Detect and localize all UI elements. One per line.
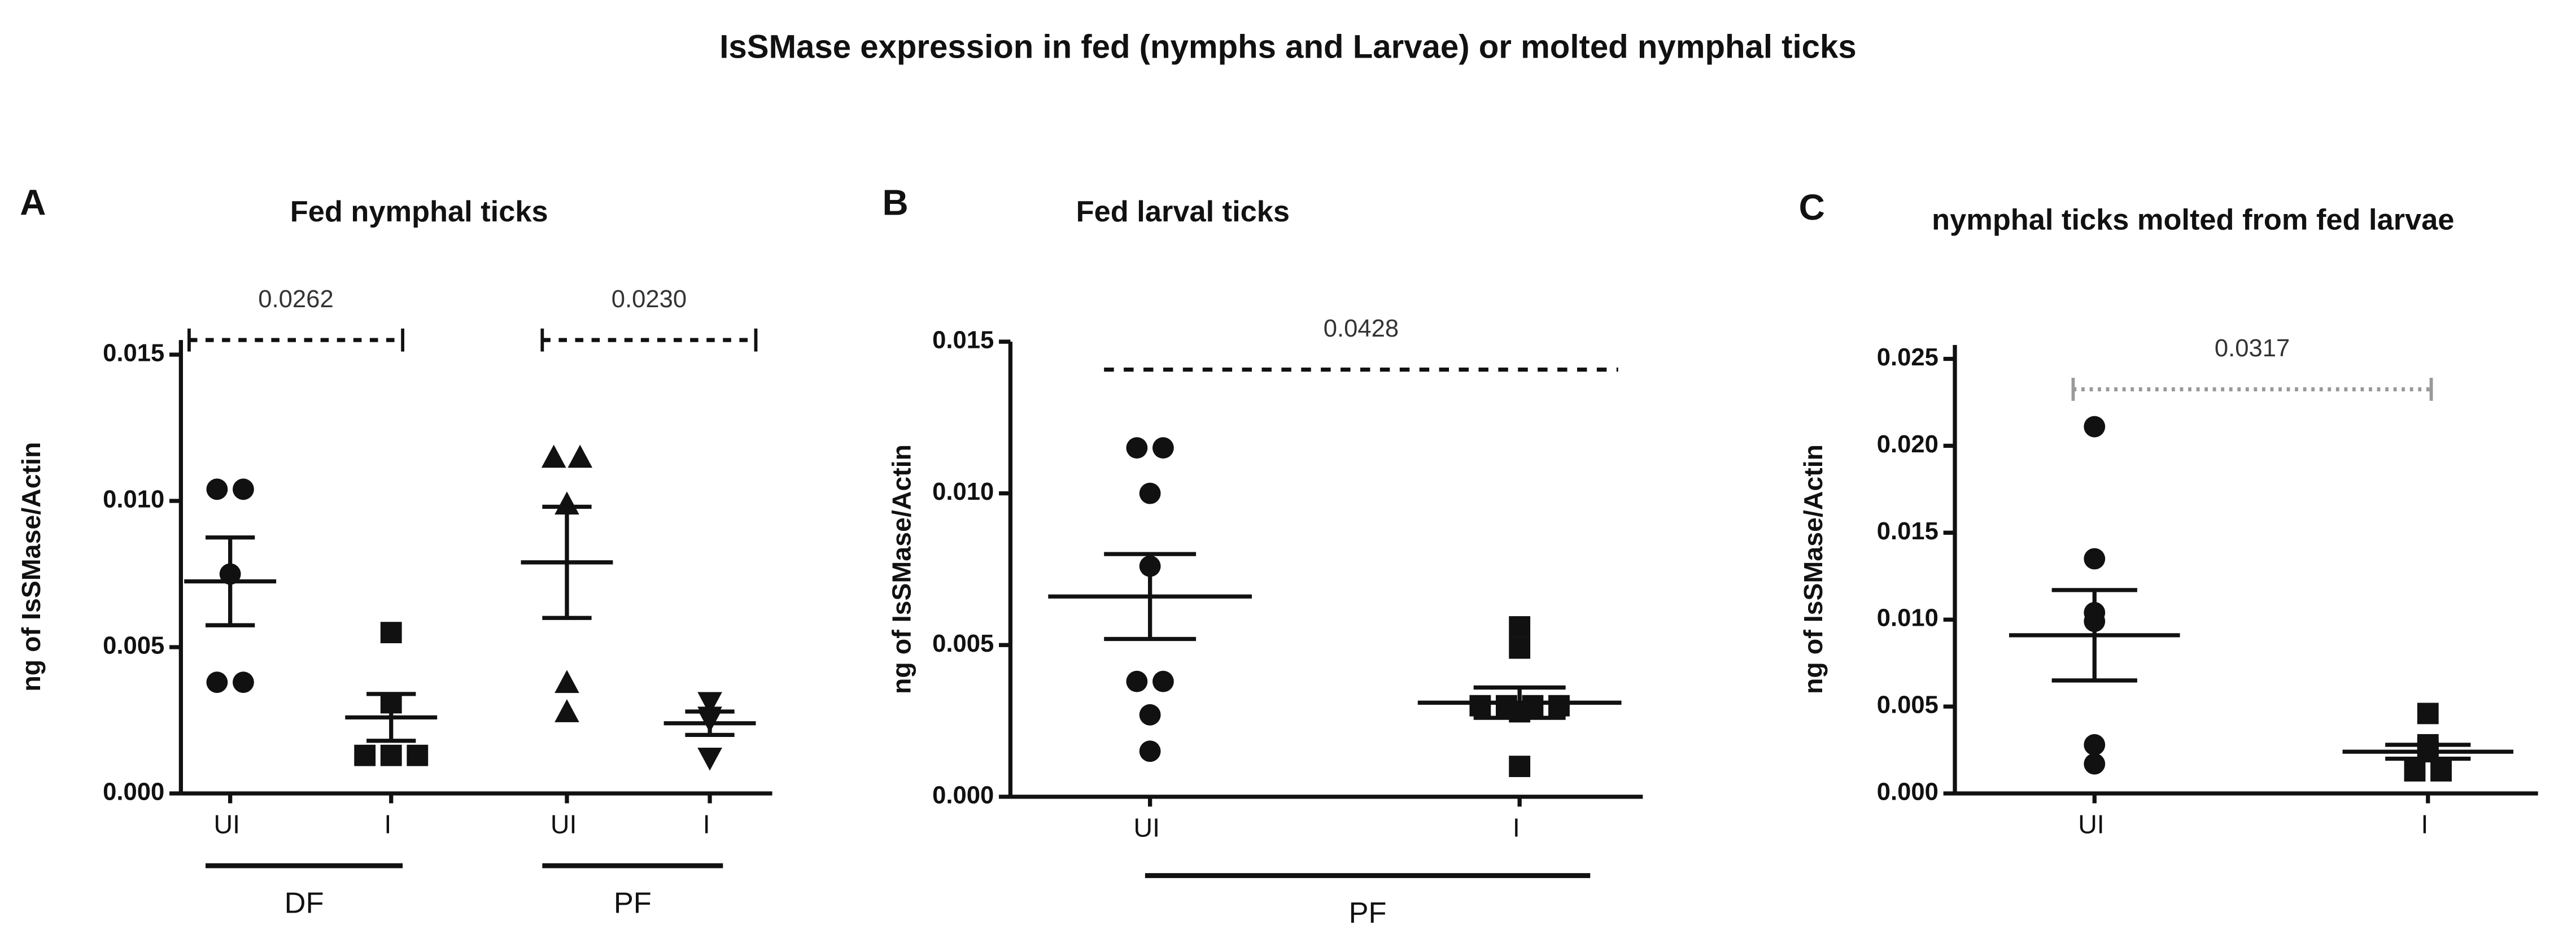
data-point: [697, 692, 722, 716]
data-point: [2417, 703, 2439, 725]
y-axis-label: ng of IsSMase/Actin: [16, 442, 46, 692]
y-tick-label: 0.015: [1877, 518, 1938, 545]
y-tick-label: 0.025: [1877, 344, 1938, 371]
data-point: [2084, 548, 2106, 570]
group-label: PF: [614, 887, 652, 920]
data-point: [354, 744, 376, 766]
x-tick-label: UI: [1134, 813, 1160, 842]
error-bar: [1473, 685, 1566, 720]
data-point: [1509, 637, 1531, 659]
panel-title: nymphal ticks molted from fed larvae: [1932, 204, 2454, 237]
error-bar: [685, 709, 735, 738]
data-point: [1509, 756, 1531, 778]
error-bar: [366, 692, 416, 743]
y-tick-label: 0.000: [932, 782, 994, 809]
panel-title: Fed larval ticks: [1076, 195, 1290, 228]
p-value: 0.0230: [612, 286, 687, 313]
x-tick-label: I: [384, 809, 391, 839]
panel-letter: C: [1799, 187, 1825, 228]
data-point: [697, 747, 722, 771]
y-tick-label: 0.015: [103, 340, 164, 367]
data-point: [541, 444, 566, 468]
x-tick-label: UI: [551, 809, 577, 839]
y-tick-label: 0.020: [1877, 431, 1938, 458]
data-point: [2404, 760, 2426, 782]
data-point: [1469, 695, 1491, 717]
y-tick-label: 0.015: [932, 327, 994, 354]
data-point: [1126, 670, 1148, 692]
group-label: PF: [1349, 897, 1387, 930]
data-point: [380, 622, 402, 644]
data-point: [2084, 416, 2106, 438]
x-tick-label: UI: [214, 809, 241, 839]
y-tick-label: 0.000: [103, 779, 164, 806]
data-point: [555, 670, 579, 693]
panel-letter: B: [882, 182, 908, 223]
data-point: [206, 671, 228, 693]
data-point: [1126, 437, 1148, 459]
data-point: [2084, 734, 2106, 756]
error-bar: [2051, 588, 2137, 683]
p-value: 0.0317: [2215, 335, 2290, 362]
y-tick-label: 0.005: [932, 630, 994, 657]
y-tick-label: 0.005: [1877, 692, 1938, 719]
y-tick-label: 0.005: [103, 632, 164, 660]
error-bar: [542, 504, 592, 620]
data-point: [555, 699, 579, 722]
y-axis-label: ng of IsSMase/Actin: [1798, 444, 1828, 694]
data-point: [567, 444, 593, 468]
error-bar: [2385, 743, 2471, 761]
data-point: [1152, 670, 1174, 692]
figure-title: IsSMase expression in fed (nymphs and La…: [719, 29, 1856, 66]
group-label: DF: [285, 887, 324, 920]
y-axis-label: ng of IsSMase/Actin: [887, 444, 916, 694]
data-point: [1152, 437, 1174, 459]
data-point: [233, 671, 254, 693]
data-point: [1139, 740, 1161, 762]
data-point: [1139, 482, 1161, 504]
data-point: [206, 478, 228, 500]
y-tick-label: 0.010: [932, 478, 994, 505]
x-tick-label: UI: [2078, 809, 2105, 839]
x-tick-label: I: [2421, 809, 2429, 839]
y-tick-label: 0.000: [1877, 779, 1938, 806]
y-tick-label: 0.010: [103, 486, 164, 513]
data-point: [407, 744, 429, 766]
panel-title: Fed nymphal ticks: [290, 195, 548, 228]
data-point: [2084, 753, 2106, 775]
data-point: [380, 744, 402, 766]
data-point: [1548, 695, 1570, 717]
panel-letter: A: [20, 182, 46, 223]
error-bar: [1104, 552, 1197, 642]
data-point: [1509, 616, 1531, 638]
data-point: [1139, 704, 1161, 726]
p-value: 0.0262: [258, 286, 333, 313]
error-bar: [206, 535, 255, 627]
data-point: [2430, 760, 2452, 782]
data-point: [233, 478, 254, 500]
y-tick-label: 0.010: [1877, 605, 1938, 632]
x-tick-label: I: [1513, 813, 1520, 842]
p-value: 0.0428: [1324, 315, 1399, 342]
x-tick-label: I: [703, 809, 710, 839]
